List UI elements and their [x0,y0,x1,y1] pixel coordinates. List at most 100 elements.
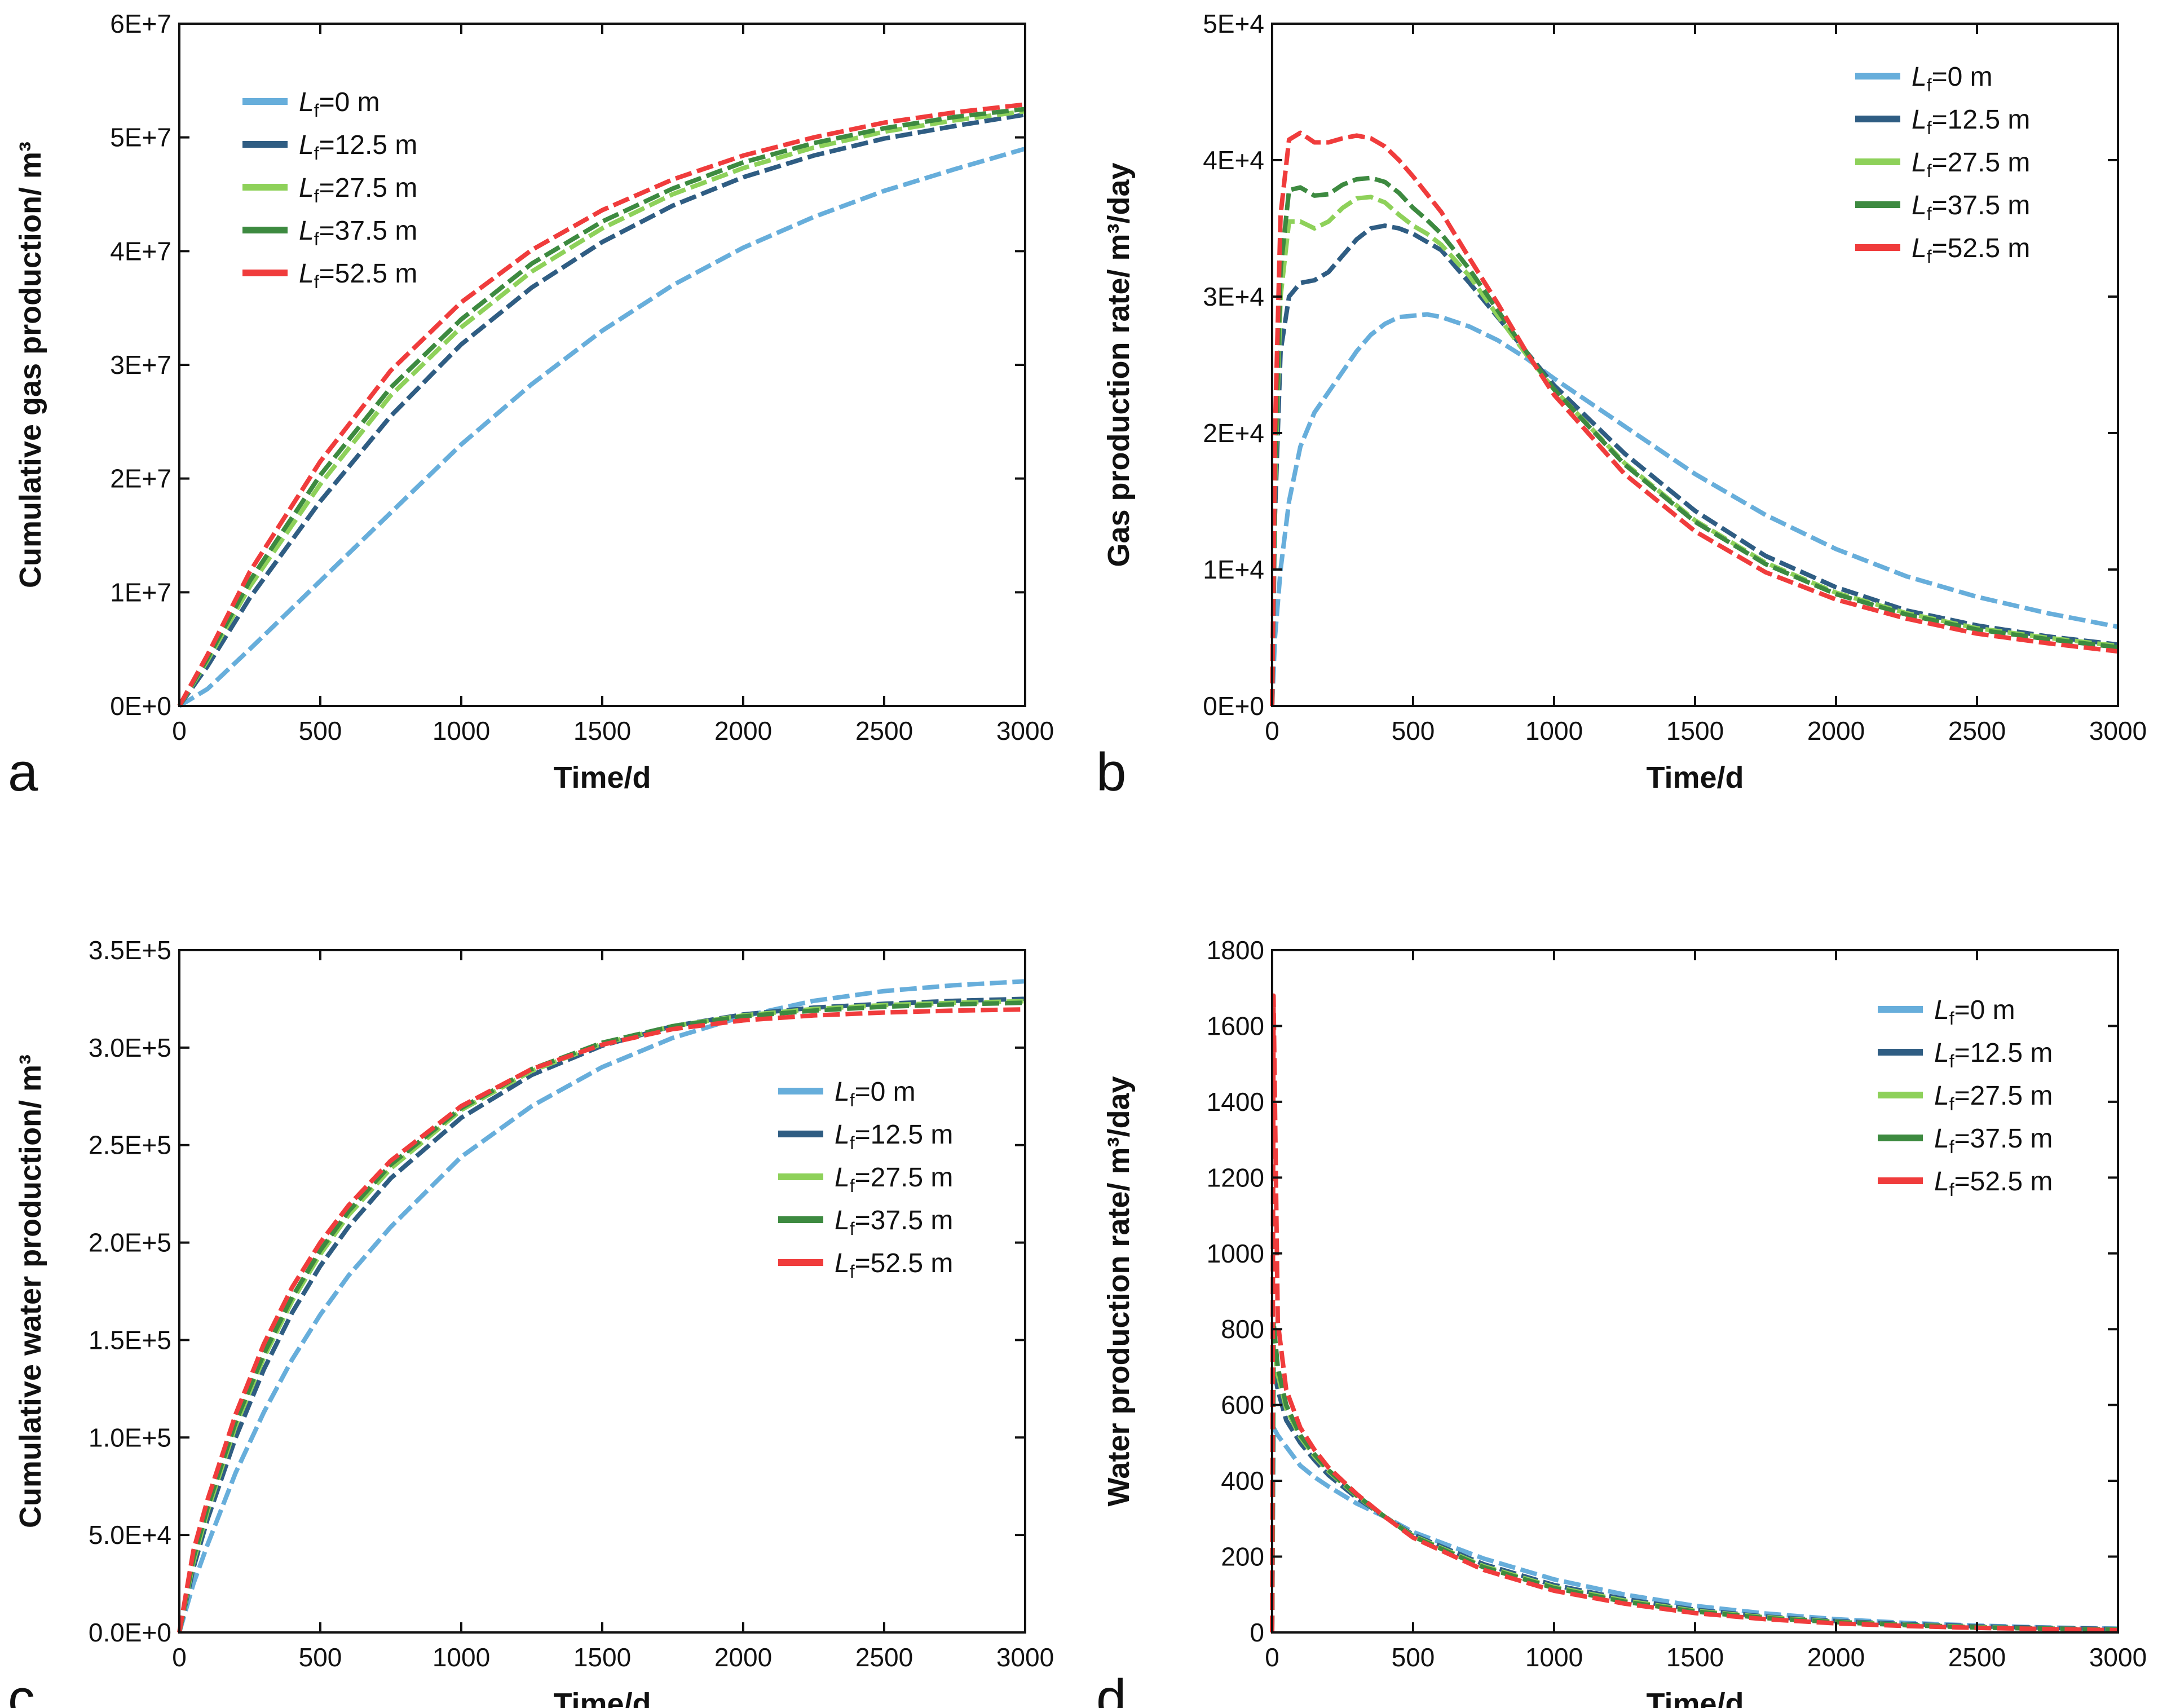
series-line-Lf37_5m [1270,1319,2119,1633]
y-tick-label: 400 [1221,1466,1264,1495]
y-tick-label: 1600 [1207,1011,1264,1040]
legend-entry: Lf=37.5 m [835,1206,953,1239]
x-tick-label: 1000 [433,1643,490,1672]
legend-entry: Lf=0 m [1912,62,1993,95]
y-axis-label: Cumulative water production/ m³ [14,1054,47,1528]
y-tick-label: 1.5E+5 [89,1325,171,1354]
legend-value: =37.5 m [1932,191,2031,220]
legend-subscript: f [850,1261,855,1282]
legend-symbol: L [1912,105,1927,135]
legend-subscript: f [850,1176,855,1196]
y-tick-label: 0 [1250,1618,1264,1647]
series-line-Lf0m [178,146,1026,708]
legend-value: =12.5 m [1932,105,2031,135]
legend: Lf=0 mLf=12.5 mLf=27.5 mLf=37.5 mLf=52.5… [242,87,417,292]
legend-subscript: f [850,1133,855,1153]
legend-value: =12.5 m [855,1120,954,1150]
legend-subscript: f [314,143,319,164]
x-tick-label: 500 [1392,1643,1435,1672]
legend-entry: Lf=12.5 m [299,130,417,164]
panel-letter: b [1096,742,1126,802]
series-line-Lf52_5m [177,1007,1026,1633]
series-line-Lf12_5m [177,996,1026,1633]
legend-symbol: L [299,173,314,203]
y-tick-label: 800 [1221,1314,1264,1344]
legend-value: =27.5 m [319,173,418,203]
y-tick-label: 1000 [1207,1239,1264,1268]
panel-letter: a [8,742,38,802]
series-group [177,979,1026,1634]
x-tick-label: 500 [299,716,342,745]
x-tick-label: 3000 [2089,1643,2147,1672]
y-tick-label: 0E+0 [110,691,171,721]
series-line-Lf12_5m [1270,1365,2119,1633]
legend-symbol: L [1934,995,1949,1025]
series-group [177,102,1026,708]
series-line-Lf12_5m [1270,223,2119,707]
series-group [1270,130,2119,707]
legend: Lf=0 mLf=12.5 mLf=27.5 mLf=37.5 mLf=52.5… [1878,995,2053,1200]
legend-subscript: f [1949,1094,1954,1114]
x-tick-label: 500 [299,1643,342,1672]
x-tick-label: 2000 [1807,716,1865,745]
x-tick-label: 1500 [573,716,631,745]
x-tick-label: 1000 [1525,716,1583,745]
legend-symbol: L [835,1077,850,1107]
y-tick-label: 3E+4 [1203,282,1264,311]
series-group [1270,993,2119,1633]
legend-entry: Lf=52.5 m [1912,233,2030,267]
y-tick-label: 1800 [1207,935,1264,965]
legend-value: =0 m [855,1077,916,1107]
legend-symbol: L [1934,1038,1949,1068]
x-tick-label: 1500 [573,1643,631,1672]
legend-value: =0 m [1932,62,1993,92]
legend-value: =12.5 m [1954,1038,2053,1068]
legend-entry: Lf=0 m [835,1077,916,1110]
plot-frame [178,23,1026,707]
legend-entry: Lf=12.5 m [835,1120,953,1153]
legend-subscript: f [1949,1180,1954,1200]
legend-subscript: f [1927,118,1932,138]
y-tick-label: 3E+7 [110,350,171,379]
x-tick-label: 2000 [714,1643,772,1672]
x-tick-label: 0 [172,716,187,745]
legend-entry: Lf=27.5 m [1934,1081,2053,1114]
series-line-Lf52_5m [177,102,1026,707]
x-tick-label: 2500 [855,1643,913,1672]
legend-symbol: L [299,130,314,160]
legend-symbol: L [1934,1124,1949,1154]
y-axis-label: Water production rate/ m³/day [1102,1076,1136,1506]
legend-symbol: L [1934,1167,1949,1197]
y-tick-label: 5E+7 [110,123,171,152]
series-line-Lf27_5m [1270,1342,2119,1633]
legend-entry: Lf=52.5 m [1934,1167,2053,1200]
y-tick-label: 2E+7 [110,464,171,493]
y-tick-label: 3.0E+5 [89,1033,171,1062]
y-tick-label: 2.5E+5 [89,1131,171,1160]
legend-subscript: f [1949,1008,1954,1029]
legend-entry: Lf=52.5 m [299,259,417,292]
legend-entry: Lf=52.5 m [835,1248,953,1282]
series-line-Lf37_5m [177,107,1026,708]
series-line-Lf12_5m [177,112,1026,708]
series-line-Lf0m [1270,312,2119,707]
y-tick-label: 0E+0 [1203,691,1264,721]
legend-symbol: L [1912,191,1927,220]
x-tick-label: 0 [1265,1643,1279,1672]
legend-symbol: L [299,216,314,246]
legend-entry: Lf=37.5 m [1934,1124,2053,1157]
legend-symbol: L [1912,62,1927,92]
x-axis-label: Time/d [1646,1687,1744,1708]
legend-subscript: f [850,1090,855,1110]
panel-letter: d [1096,1669,1126,1708]
series-line-Lf27_5m [1270,195,2119,707]
y-tick-label: 5.0E+4 [89,1520,171,1550]
legend-value: =27.5 m [855,1163,954,1193]
y-tick-label: 6E+7 [110,9,171,38]
x-tick-label: 500 [1392,716,1435,745]
y-axis-label: Cumulative gas production/ m³ [14,142,47,588]
x-tick-label: 1500 [1666,1643,1724,1672]
legend-entry: Lf=27.5 m [835,1163,953,1196]
legend-subscript: f [1927,246,1932,267]
